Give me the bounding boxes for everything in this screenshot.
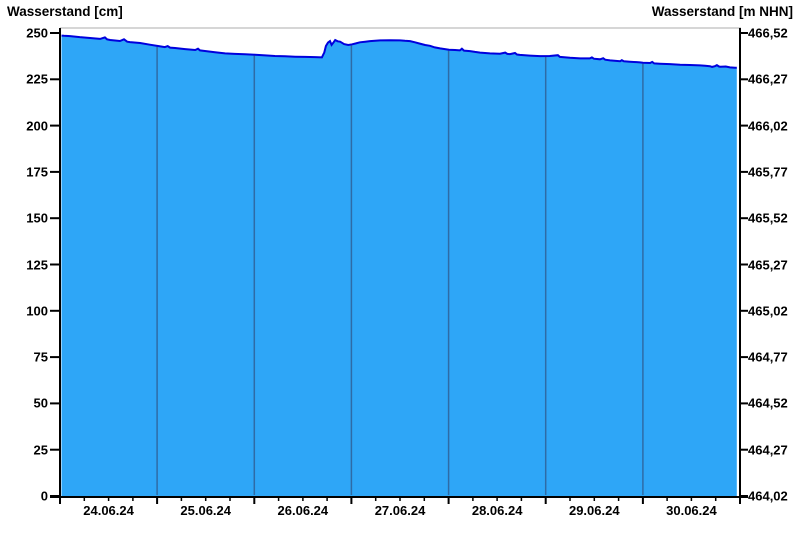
y-axis-right-tick-label: 465,02 (748, 303, 788, 319)
y-axis-left-tick-label: 225 (26, 71, 48, 87)
x-axis-date-label: 29.06.24 (568, 503, 620, 518)
y-axis-left-tick-label: 125 (26, 257, 48, 272)
water-level-line (61, 34, 737, 69)
x-axis-date-label: 30.06.24 (666, 503, 717, 518)
y-axis-right-tick-label: 466,52 (748, 25, 788, 41)
y-axis-left-tick-label: 100 (26, 303, 48, 319)
y-axis-right-tick-label: 465,27 (748, 257, 788, 272)
y-axis-left-tick-label: 50 (33, 395, 48, 411)
x-axis-date-label: 28.06.24 (471, 503, 523, 518)
y-axis-left-tick-label: 75 (33, 349, 48, 365)
y-axis-right-tick-label: 465,77 (748, 164, 788, 180)
y-axis-right-tick-label: 466,02 (748, 118, 788, 134)
y-axis-right-tick-label: 465,52 (748, 210, 788, 226)
right-axis-title: Wasserstand [m NHN] (651, 4, 793, 19)
y-axis-left-tick-label: 0 (40, 488, 48, 504)
x-axis-date-label: 26.06.24 (277, 503, 329, 518)
y-axis-left-tick-label: 200 (26, 118, 48, 134)
y-axis-left-tick-label: 150 (26, 210, 48, 226)
y-axis-right-tick-label: 464,52 (748, 395, 788, 411)
y-axis-right-tick-label: 464,27 (748, 442, 788, 458)
y-axis-left-tick-label: 250 (26, 25, 48, 41)
y-axis-left-tick-label: 25 (33, 442, 48, 458)
x-axis-date-label: 24.06.24 (83, 503, 134, 518)
y-axis-left-tick-label: 175 (26, 164, 48, 180)
y-axis-right-tick-label: 464,77 (748, 349, 788, 365)
x-axis-date-label: 27.06.24 (374, 503, 426, 518)
water-level-area (61, 35, 737, 496)
left-axis-title: Wasserstand [cm] (7, 4, 123, 19)
y-axis-right-tick-label: 466,27 (748, 71, 788, 87)
x-axis-date-label: 25.06.24 (180, 503, 232, 518)
y-axis-right-tick-label: 464,02 (748, 488, 788, 504)
